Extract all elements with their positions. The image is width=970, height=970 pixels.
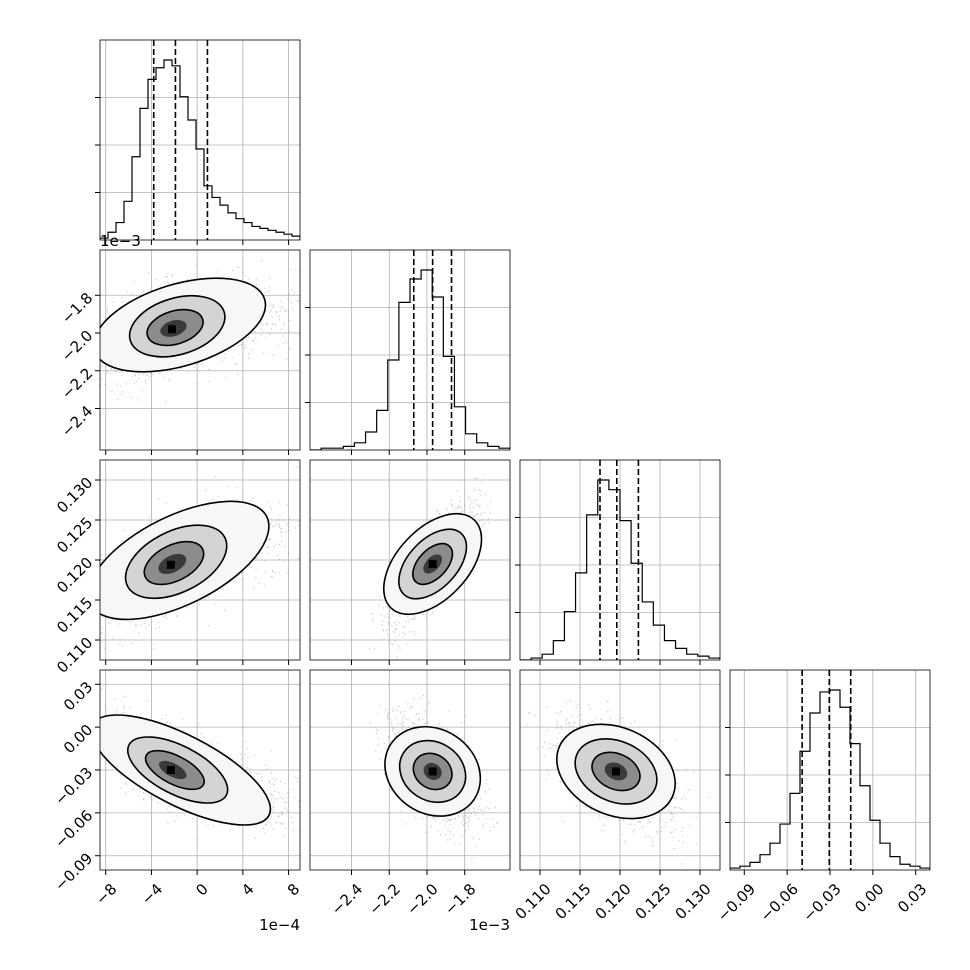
panel-background xyxy=(100,40,300,240)
y-tick-label: 0.125 xyxy=(53,514,96,557)
x-tick-label: 0 xyxy=(192,880,211,899)
y-tick-label: 0.110 xyxy=(53,634,96,677)
density-peak xyxy=(166,766,175,774)
x-tick-label: −8 xyxy=(92,880,120,908)
x-offset-label: 1e−3 xyxy=(469,916,510,934)
scatter-panel-0-2 xyxy=(100,460,300,660)
histogram-panel-3 xyxy=(730,670,930,870)
panel-frame xyxy=(99,249,301,451)
x-tick-label: −0.06 xyxy=(757,880,802,925)
x-tick-label: −2.0 xyxy=(403,880,441,918)
scatter-panel-1-3 xyxy=(310,670,510,870)
y-tick-label: −2.2 xyxy=(58,364,96,402)
x-tick-label: 0.00 xyxy=(851,880,887,916)
histogram-panel-0 xyxy=(100,40,300,240)
histogram-panel-2 xyxy=(520,460,720,660)
histogram-step xyxy=(520,479,720,660)
density-peak xyxy=(168,325,176,334)
panel-frame xyxy=(309,459,511,661)
y-offset-label: 1e−3 xyxy=(100,232,141,250)
y-tick-label: −0.09 xyxy=(51,849,96,894)
x-tick-label: 0.120 xyxy=(592,880,635,923)
histogram-step xyxy=(310,269,510,450)
density-peak xyxy=(428,560,437,568)
density-peak xyxy=(428,767,437,776)
y-tick-label: 0.130 xyxy=(53,474,96,517)
y-tick-label: 0.115 xyxy=(53,594,96,637)
x-tick-label: −4 xyxy=(138,880,166,908)
x-tick-label: 8 xyxy=(284,880,303,899)
y-tick-label: 0.120 xyxy=(53,554,96,597)
y-tick-label: −2.0 xyxy=(58,327,96,365)
x-tick-label: 0.125 xyxy=(632,880,675,923)
y-tick-label: 0.03 xyxy=(60,678,96,714)
x-tick-label: 0.115 xyxy=(552,880,595,923)
scatter-panel-1-2 xyxy=(310,460,510,660)
y-tick-label: 0.00 xyxy=(60,721,96,757)
histogram-step xyxy=(100,59,300,240)
x-tick-label: −0.09 xyxy=(714,880,759,925)
x-tick-label: 4 xyxy=(238,880,257,899)
panel-frame xyxy=(99,39,301,241)
density-peak xyxy=(166,560,175,569)
y-tick-label: −2.4 xyxy=(58,402,96,440)
x-tick-label: 0.130 xyxy=(672,880,715,923)
x-tick-label: 0.03 xyxy=(894,880,930,916)
x-tick-label: −2.4 xyxy=(328,880,366,918)
scatter-panel-2-3 xyxy=(520,670,720,870)
x-tick-label: 0.110 xyxy=(512,880,555,923)
x-tick-label: −1.8 xyxy=(441,880,479,918)
y-tick-label: −0.03 xyxy=(51,764,96,809)
y-tick-label: −0.06 xyxy=(51,806,96,851)
x-offset-label: 1e−4 xyxy=(259,916,300,934)
scatter-panel-0-1 xyxy=(100,250,300,450)
density-peak xyxy=(612,767,620,776)
scatter-panel-0-3 xyxy=(100,670,300,870)
x-tick-label: −2.2 xyxy=(366,880,404,918)
y-tick-label: −1.8 xyxy=(58,289,96,327)
panel-frame xyxy=(309,249,511,451)
x-tick-label: −0.03 xyxy=(800,880,845,925)
histogram-panel-1 xyxy=(310,250,510,450)
panel-frame xyxy=(309,669,511,871)
